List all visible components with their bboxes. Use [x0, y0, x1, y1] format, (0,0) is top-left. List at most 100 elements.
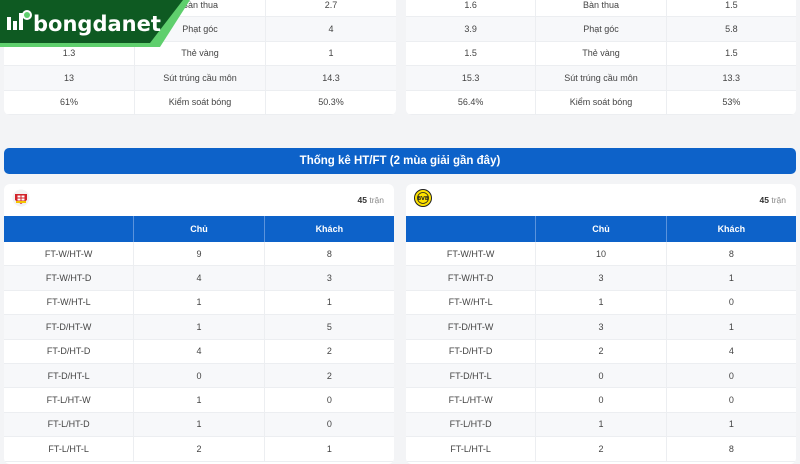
cell: FT-D/HT-D — [406, 339, 537, 363]
cell: 0 — [326, 419, 332, 430]
table-row: 3.9 Phạt góc 5.8 — [406, 17, 796, 42]
table-row: 15.3 Sút trúng cầu môn 13.3 — [406, 66, 796, 91]
col-away: Khách — [315, 224, 344, 234]
cell: 0 — [326, 395, 332, 406]
stats-table-right: 1.6 Bàn thua 1.5 3.9 Phạt góc 5.8 1.5 Thẻ vàng 1… — [406, 0, 796, 115]
table-row: FT-D/HT-W 3 1 — [406, 315, 796, 340]
table-header: Chủ Khách — [4, 216, 394, 242]
cell: 1 — [328, 48, 334, 59]
cell: 1 — [536, 290, 667, 315]
cell: 0 — [536, 388, 667, 412]
cell: 5.8 — [725, 24, 738, 35]
cell: 1.5 — [725, 0, 738, 10]
cell: 9 — [134, 242, 265, 266]
match-count: 45 trận — [358, 195, 385, 205]
cell: FT-L/HT-W — [4, 388, 135, 412]
cell: 2 — [326, 370, 332, 381]
cell: 1 — [728, 321, 734, 332]
cell: 4 — [134, 339, 265, 363]
cell: 1 — [326, 297, 332, 308]
table-row: 1.5 Thẻ vàng 1.5 — [406, 41, 796, 67]
cell: FT-L/HT-D — [4, 412, 135, 437]
stat-label: Sút trúng cầu môn — [536, 66, 667, 90]
cell: 0 — [728, 297, 734, 308]
col-type — [406, 216, 537, 242]
cell: 14.3 — [322, 72, 340, 83]
cell: 1 — [134, 315, 265, 339]
table-row: FT-D/HT-D 4 2 — [4, 339, 394, 364]
cell: FT-W/HT-L — [4, 290, 135, 315]
bongdanet-logo: bongdanet — [0, 0, 190, 47]
count-value: 45 — [759, 195, 769, 205]
table-row: FT-W/HT-W 9 8 — [4, 242, 394, 267]
table-row: 61% Kiểm soát bóng 50.3% — [4, 90, 396, 115]
cell: 0 — [536, 363, 667, 388]
cell: 1.3 — [4, 41, 135, 66]
table-row: FT-W/HT-L 1 0 — [406, 290, 796, 316]
cell: 4 — [728, 346, 734, 357]
cell: 1 — [134, 412, 265, 437]
cell: 2 — [326, 346, 332, 357]
col-away: Khách — [717, 224, 746, 234]
cell: 61% — [4, 90, 135, 114]
cell: 3 — [536, 315, 667, 339]
cell: 1.5 — [406, 41, 537, 66]
table-row: 1.6 Bàn thua 1.5 — [406, 0, 796, 18]
cell: 3 — [326, 273, 332, 284]
cell: 50.3% — [318, 97, 344, 108]
cell: 2 — [536, 339, 667, 363]
table-row: FT-L/HT-W 0 0 — [406, 388, 796, 413]
cell: FT-D/HT-W — [4, 315, 135, 339]
stat-label: Phạt góc — [135, 17, 266, 41]
cell: 4 — [328, 24, 334, 35]
htft-card-home: 45 trận Chủ Khách FT-W/HT-W 9 8 FT-W/HT-D 4 3 FT-… — [4, 184, 394, 464]
cell: 4 — [134, 266, 265, 290]
table-row: 1.3 Thẻ vàng 1 — [4, 41, 396, 67]
cell: 5 — [326, 321, 332, 332]
cell: FT-W/HT-W — [4, 242, 135, 266]
cell: 2.7 — [324, 0, 338, 10]
leverkusen-crest-icon — [12, 189, 30, 212]
cell: FT-D/HT-D — [4, 339, 135, 363]
table-row: FT-D/HT-D 2 4 — [406, 339, 796, 364]
dortmund-crest-icon: BVB — [414, 188, 432, 212]
cell: 1 — [728, 273, 734, 284]
cell: 1.5 — [725, 48, 738, 59]
table-row: 56.4% Kiểm soát bóng 53% — [406, 90, 796, 115]
table-row: 13 Sút trúng cầu môn 14.3 — [4, 66, 396, 91]
svg-text:BVB: BVB — [417, 196, 428, 202]
cell: 1 — [326, 443, 332, 454]
cell: 13 — [4, 66, 135, 90]
table-row: FT-D/HT-L 0 0 — [406, 363, 796, 389]
stat-label: Sút trúng cầu môn — [135, 66, 266, 90]
cell: FT-W/HT-W — [406, 242, 537, 266]
cell: 8 — [728, 443, 734, 454]
table-row: FT-L/HT-D 1 1 — [406, 412, 796, 438]
card-header: 45 trận — [4, 184, 394, 216]
cell: FT-L/HT-D — [406, 412, 537, 437]
table-row: FT-W/HT-D 4 3 — [4, 266, 394, 291]
cell: 56.4% — [406, 90, 537, 114]
cell: 10 — [536, 242, 667, 266]
col-home: Chủ — [536, 216, 667, 242]
htft-title-banner: Thống kê HT/FT (2 mùa giải gần đây) — [4, 148, 796, 174]
cell: 8 — [326, 248, 332, 259]
htft-card-away: BVB 45 trận Chủ Khách FT-W/HT-W 10 8 FT-W/HT-D 3… — [406, 184, 796, 464]
stat-label: Phạt góc — [536, 17, 667, 41]
cell: FT-W/HT-D — [406, 266, 537, 290]
table-row: FT-D/HT-L 0 2 — [4, 363, 394, 389]
count-unit: trận — [369, 195, 384, 205]
table-row: FT-L/HT-D 1 0 — [4, 412, 394, 438]
cell: 0 — [728, 370, 734, 381]
cell: 0 — [134, 363, 265, 388]
stat-label: Bàn thua — [536, 0, 667, 17]
cell: FT-L/HT-L — [4, 437, 135, 461]
table-row: FT-L/HT-L 2 1 — [4, 437, 394, 462]
cell: 1 — [134, 388, 265, 412]
count-value: 45 — [357, 195, 367, 205]
cell: 1 — [536, 412, 667, 437]
col-home: Chủ — [134, 216, 265, 242]
cell: 53% — [722, 97, 741, 108]
cell: FT-L/HT-L — [406, 437, 537, 461]
cell: FT-D/HT-W — [406, 315, 537, 339]
